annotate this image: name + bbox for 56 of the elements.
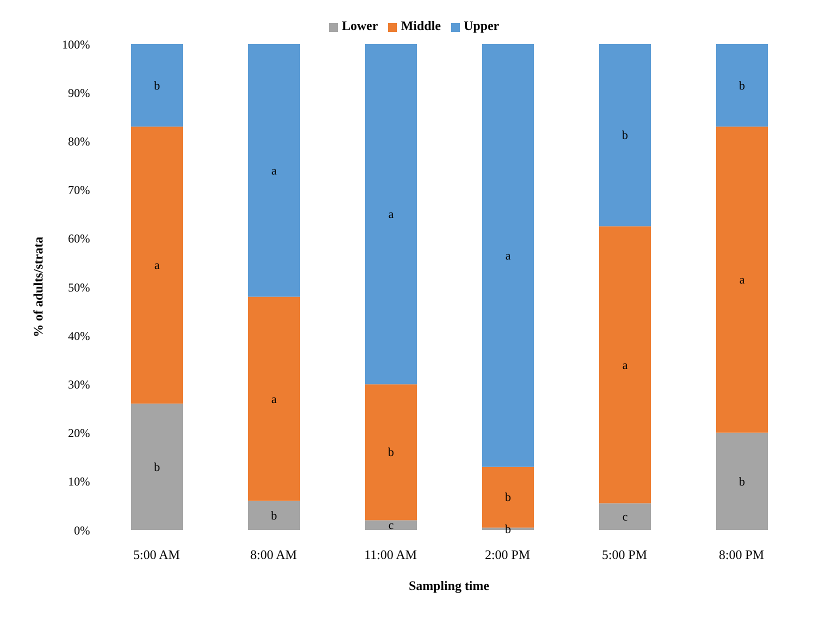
bar	[599, 503, 651, 530]
y-tick-label: 80%	[68, 134, 90, 148]
y-tick-label: 30%	[68, 377, 90, 392]
legend-label: Middle	[400, 18, 441, 33]
data-label: b	[505, 522, 511, 536]
bar	[716, 432, 768, 530]
data-label: b	[739, 474, 745, 488]
data-label: c	[388, 518, 394, 532]
y-tick-label: 90%	[68, 86, 90, 100]
bar	[248, 500, 300, 530]
y-axis-title: % of adults/strata	[30, 236, 46, 338]
legend-label: Lower	[342, 18, 378, 33]
data-label: a	[388, 207, 394, 222]
data-label: b	[739, 78, 745, 92]
bar	[131, 126, 183, 404]
data-label: b	[271, 508, 277, 522]
y-tick-label: 70%	[68, 183, 90, 198]
data-label: a	[271, 392, 278, 406]
bar	[248, 44, 300, 297]
bar	[716, 126, 768, 433]
data-label: a	[505, 248, 512, 262]
data-label: a	[154, 258, 160, 272]
bar	[365, 520, 417, 530]
data-label: a	[739, 272, 746, 287]
bar	[365, 44, 417, 384]
data-label: b	[622, 128, 628, 142]
bar	[599, 226, 651, 504]
data-label: b	[154, 78, 160, 92]
y-tick-label: 20%	[68, 426, 90, 440]
bar	[482, 44, 534, 467]
y-tick-label: 0%	[74, 523, 90, 538]
x-tick-label: 5:00 AM	[133, 547, 180, 562]
data-label: a	[622, 358, 628, 372]
x-tick-label: 2:00 PM	[484, 547, 531, 562]
y-tick-label: 10%	[68, 474, 90, 489]
data-label: a	[271, 163, 278, 178]
bar	[365, 384, 417, 520]
bar	[716, 44, 768, 127]
x-tick-label: 5:00 PM	[602, 547, 648, 562]
data-label: b	[505, 490, 511, 504]
x-tick-label: 11:00 AM	[364, 547, 418, 562]
data-label: b	[154, 460, 160, 474]
y-tick-label: 40%	[68, 328, 90, 343]
y-tick-label: 60%	[68, 232, 90, 246]
bar	[599, 44, 651, 226]
x-tick-label: 8:00 PM	[718, 547, 765, 562]
data-label: c	[622, 510, 628, 524]
y-tick-label: 100%	[62, 37, 90, 52]
bar	[248, 296, 300, 501]
bar	[131, 404, 183, 530]
x-axis-title: Sampling time	[408, 578, 490, 593]
y-tick-label: 50%	[68, 280, 90, 294]
x-tick-label: 8:00 AM	[250, 547, 298, 562]
bar	[131, 44, 183, 127]
legend-label: Upper	[464, 18, 500, 33]
data-label: b	[388, 445, 394, 460]
